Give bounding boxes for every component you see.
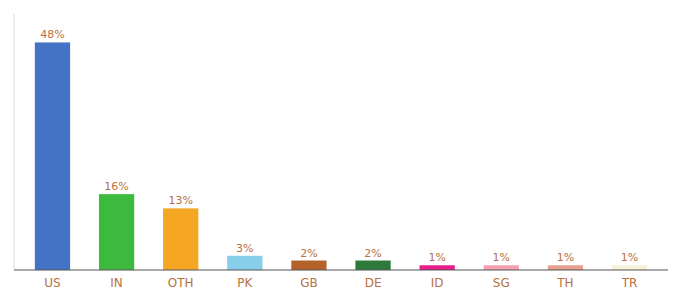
x-tick-label: IN <box>110 276 123 290</box>
bar <box>227 256 262 270</box>
x-tick-label: TH <box>556 276 573 290</box>
data-label: 1% <box>557 251 574 264</box>
x-tick-label: US <box>44 276 60 290</box>
x-tick-label: PK <box>237 276 253 290</box>
bar <box>99 194 134 270</box>
x-tick-label: DE <box>365 276 382 290</box>
chart: 48% 16% 13% 3% 2% 2% 1% 1% 1% 1% US IN OTH PK GB DE ID SG… <box>0 0 680 300</box>
bar <box>163 208 198 270</box>
data-label: 48% <box>40 28 64 41</box>
data-label: 1% <box>493 251 510 264</box>
chart-container: 48% 16% 13% 3% 2% 2% 1% 1% 1% 1% US IN OTH PK GB DE ID SG… <box>0 0 680 300</box>
x-axis-line <box>14 269 668 270</box>
data-label: 13% <box>168 194 192 207</box>
bar <box>291 261 326 270</box>
bar <box>548 265 583 270</box>
y-axis-line <box>14 14 15 270</box>
data-label: 2% <box>364 247 381 260</box>
bar <box>355 261 390 270</box>
x-tick-label: ID <box>431 276 444 290</box>
data-label: 2% <box>300 247 317 260</box>
bar <box>612 265 647 270</box>
bar <box>420 265 455 270</box>
x-tick-label: GB <box>300 276 318 290</box>
bars <box>35 42 647 270</box>
x-tick-label: OTH <box>168 276 194 290</box>
data-label: 1% <box>621 251 638 264</box>
data-label: 1% <box>428 251 445 264</box>
bar <box>484 265 519 270</box>
data-label: 16% <box>104 180 128 193</box>
x-tick-label: SG <box>493 276 510 290</box>
bar <box>35 42 70 270</box>
data-label: 3% <box>236 242 253 255</box>
x-tick-label: TR <box>621 276 638 290</box>
